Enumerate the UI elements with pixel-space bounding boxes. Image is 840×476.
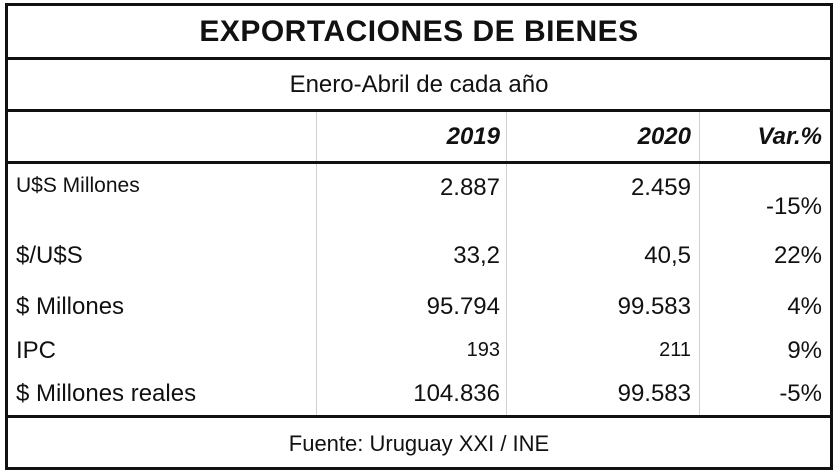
row-label: $ Millones: [16, 292, 125, 320]
table-subtitle: Enero-Abril de cada año: [8, 60, 830, 112]
table-row: $/U$S 33,2 40,5 22%: [8, 227, 830, 284]
table-row: U$S Millones 2.887 2.459 -15%: [8, 164, 830, 227]
row-label: U$S Millones: [16, 174, 140, 197]
exports-table-card: EXPORTACIONES DE BIENES Enero-Abril de c…: [5, 3, 833, 470]
cell-2020: 99.583: [617, 379, 691, 407]
cell-var: 9%: [787, 336, 822, 364]
cell-2019: 193: [466, 339, 500, 361]
cell-2019: 95.794: [426, 292, 500, 320]
cell-var: 4%: [787, 292, 822, 320]
column-divider: [316, 112, 317, 415]
cell-2020: 211: [659, 339, 691, 361]
cell-2020: 2.459: [630, 174, 691, 201]
column-divider: [506, 112, 507, 415]
header-2020: 2020: [637, 122, 691, 150]
cell-2020: 99.583: [617, 292, 691, 320]
column-divider: [699, 112, 700, 415]
header-var: Var.%: [757, 122, 823, 150]
source-footer: Fuente: Uruguay XXI / INE: [8, 415, 830, 470]
table-title: EXPORTACIONES DE BIENES: [8, 6, 830, 60]
table-row: $ Millones reales 104.836 99.583 -5%: [8, 372, 830, 415]
cell-var: -15%: [765, 193, 822, 220]
cell-2020: 40,5: [644, 241, 691, 269]
cell-2019: 2.887: [439, 174, 500, 201]
row-label: $ Millones reales: [16, 379, 197, 407]
data-table: 2019 2020 Var.% U$S Millones 2.887 2.459…: [8, 112, 830, 415]
row-label: IPC: [16, 336, 57, 364]
cell-2019: 104.836: [413, 379, 500, 407]
table-header-row: 2019 2020 Var.%: [8, 112, 830, 164]
header-2019: 2019: [446, 122, 500, 150]
header-label: [8, 112, 316, 161]
cell-var: -5%: [779, 379, 822, 407]
table-row: IPC 193 211 9%: [8, 329, 830, 372]
row-label: $/U$S: [16, 241, 83, 269]
table-row: $ Millones 95.794 99.583 4%: [8, 284, 830, 329]
cell-var: 22%: [773, 241, 822, 269]
cell-2019: 33,2: [453, 241, 500, 269]
